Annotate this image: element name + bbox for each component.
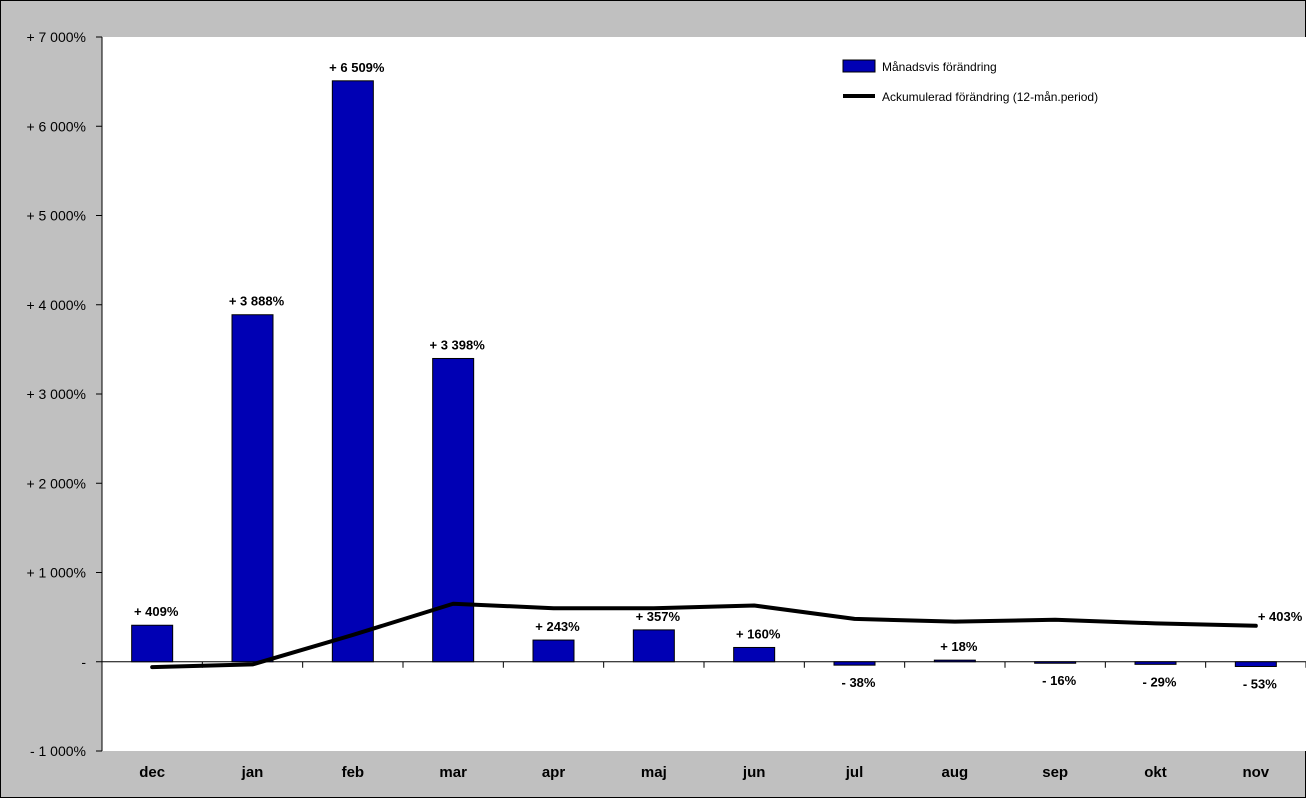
plot-area	[102, 37, 1306, 751]
bar	[632, 629, 675, 663]
x-tick-label: nov	[1242, 764, 1269, 781]
bar-data-label: + 160%	[736, 626, 781, 641]
x-tick-label: feb	[342, 764, 365, 781]
bar	[532, 639, 575, 663]
bar-data-label: - 53%	[1243, 676, 1277, 691]
bar	[733, 646, 776, 663]
bar	[1234, 661, 1277, 667]
x-tick-label: maj	[641, 764, 667, 781]
x-tick-label: apr	[542, 764, 566, 781]
bar-data-label: + 3 398%	[430, 337, 486, 352]
bar-data-label: - 38%	[842, 675, 876, 690]
bar	[1134, 661, 1177, 665]
bar	[231, 314, 274, 663]
bar-data-label: + 6 509%	[329, 60, 385, 75]
y-tick-label: + 1 000%	[26, 565, 86, 581]
bar-data-label: + 357%	[636, 609, 681, 624]
x-tick-label: sep	[1042, 764, 1068, 781]
bar-data-label: + 3 888%	[229, 294, 285, 309]
bar-data-label: + 243%	[535, 619, 580, 634]
x-tick-label: okt	[1144, 764, 1167, 781]
series-line	[150, 601, 1258, 670]
x-tick-label: aug	[941, 764, 968, 781]
bar	[1034, 661, 1077, 664]
bar	[331, 80, 374, 663]
legend-label-line: Ackumulerad förändring (12-mån.period)	[882, 90, 1098, 104]
bar-data-label: + 409%	[134, 604, 179, 619]
bar	[833, 661, 876, 666]
legend-bar-swatch	[842, 59, 876, 73]
x-tick-label: jul	[845, 764, 864, 781]
y-tick-label: + 4 000%	[26, 297, 86, 313]
bar-data-label: - 29%	[1143, 674, 1177, 689]
legend-label-bars: Månadsvis förändring	[882, 60, 997, 74]
bar-data-label: - 16%	[1042, 673, 1076, 688]
y-tick-label: - 1 000%	[30, 743, 86, 759]
line-data-label: + 403%	[1258, 609, 1303, 624]
y-tick-label: + 5 000%	[26, 208, 86, 224]
y-tick-label: + 7 000%	[26, 29, 86, 45]
bar-data-label: + 18%	[940, 639, 978, 654]
y-tick-label: -	[81, 654, 86, 670]
x-tick-label: jan	[241, 764, 264, 781]
x-tick-label: dec	[139, 764, 165, 781]
bar	[131, 624, 174, 663]
x-tick-label: mar	[439, 764, 467, 781]
y-tick-label: + 2 000%	[26, 475, 86, 491]
x-tick-label: jun	[742, 764, 766, 781]
y-tick-label: + 3 000%	[26, 386, 86, 402]
bar	[933, 659, 976, 663]
bar	[432, 357, 475, 663]
y-tick-label: + 6 000%	[26, 118, 86, 134]
